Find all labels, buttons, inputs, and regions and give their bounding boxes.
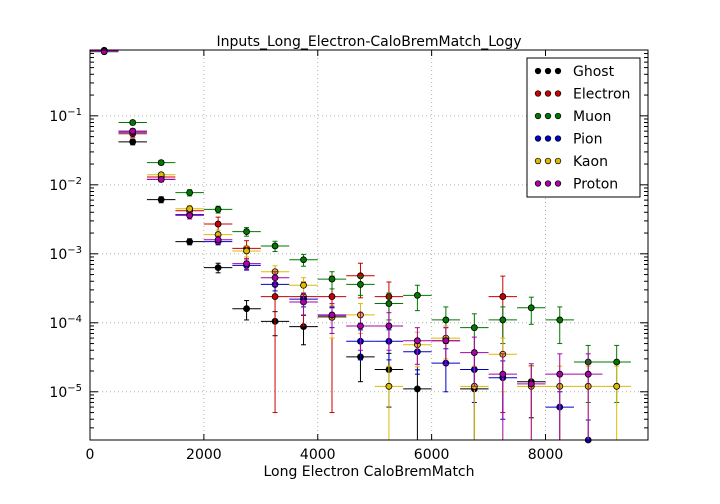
x-tick-label: 4000 xyxy=(300,447,336,463)
legend-marker xyxy=(554,90,562,97)
y-tick-label: 10−1 xyxy=(49,107,82,125)
data-point xyxy=(413,291,421,299)
x-tick-label: 6000 xyxy=(414,447,450,463)
data-point xyxy=(328,275,336,283)
data-series xyxy=(90,46,631,444)
data-point xyxy=(556,316,564,324)
plot-frame xyxy=(89,49,649,441)
data-point xyxy=(271,274,279,282)
legend-box xyxy=(526,57,641,198)
data-point xyxy=(243,247,250,255)
data-point xyxy=(214,264,222,272)
data-point xyxy=(300,298,307,306)
data-point xyxy=(300,256,307,264)
legend-marker xyxy=(534,135,542,142)
data-point xyxy=(100,47,108,55)
data-point xyxy=(129,127,137,135)
data-point xyxy=(442,337,450,345)
chart-title: Inputs_Long_Electron-CaloBremMatch_Logy xyxy=(216,34,521,50)
data-point xyxy=(214,220,222,228)
y-tick-label: 10−4 xyxy=(49,314,82,332)
data-point xyxy=(527,304,535,312)
data-point xyxy=(157,175,165,183)
legend-label: Electron xyxy=(573,87,630,103)
x-tick-label: 2000 xyxy=(186,447,222,463)
data-point xyxy=(300,281,307,289)
data-point xyxy=(186,212,194,219)
data-point xyxy=(328,293,336,300)
y-tick-label: 10−5 xyxy=(49,383,82,401)
data-point xyxy=(129,138,137,146)
data-point xyxy=(613,358,621,366)
data-point xyxy=(271,242,279,250)
data-point xyxy=(271,293,279,300)
x-tick-label: 8000 xyxy=(528,447,564,463)
legend-label: Pion xyxy=(573,132,602,148)
series-proton xyxy=(90,47,603,440)
legend-label: Muon xyxy=(573,109,611,125)
data-point xyxy=(499,370,507,378)
y-tick-label: 10−2 xyxy=(49,176,82,194)
legend: Ghost Electron Muon Pion Kaon Proton xyxy=(526,57,641,198)
legend-marker xyxy=(544,180,552,187)
data-point xyxy=(186,189,194,197)
legend-marker xyxy=(534,180,542,187)
data-point xyxy=(470,324,478,332)
legend-marker xyxy=(544,67,552,75)
axis-ticks: 0 2000 4000 6000 8000 10−1 10−2 10−3 10−4 10−5 xyxy=(49,49,648,463)
legend-marker xyxy=(544,135,552,142)
data-point xyxy=(243,305,250,313)
data-point xyxy=(157,159,165,166)
legend-marker xyxy=(554,112,562,120)
x-axis-label: Long Electron CaloBremMatch xyxy=(263,464,474,480)
legend-marker xyxy=(554,67,562,75)
data-point xyxy=(385,300,393,307)
legend-marker xyxy=(544,157,552,165)
series-muon xyxy=(90,48,631,403)
legend-label: Kaon xyxy=(573,154,608,170)
legend-label: Ghost xyxy=(573,64,615,80)
data-point xyxy=(413,337,421,345)
data-point xyxy=(556,370,564,378)
data-point xyxy=(413,385,421,393)
data-point xyxy=(157,196,165,204)
legend-marker xyxy=(534,90,542,97)
data-point xyxy=(243,228,250,235)
y-tick-label: 10−3 xyxy=(49,245,82,263)
data-point xyxy=(385,382,393,390)
legend-label: Proton xyxy=(573,177,618,193)
data-point xyxy=(357,281,364,288)
legend-marker xyxy=(544,90,552,97)
data-point xyxy=(442,316,450,324)
data-point xyxy=(499,293,507,300)
data-point xyxy=(357,322,364,330)
x-tick-label: 0 xyxy=(86,447,95,463)
data-point xyxy=(186,205,194,213)
legend-marker xyxy=(554,157,562,165)
data-point xyxy=(584,370,592,378)
data-point xyxy=(527,380,535,388)
legend-marker xyxy=(534,67,542,75)
data-point xyxy=(613,382,621,390)
legend-marker xyxy=(554,180,562,187)
data-point xyxy=(214,236,222,244)
legend-marker xyxy=(534,112,542,120)
data-point xyxy=(385,322,393,330)
data-point xyxy=(499,316,507,324)
legend-marker xyxy=(534,157,542,165)
data-point xyxy=(470,349,478,356)
data-point xyxy=(243,260,250,268)
data-point xyxy=(129,119,137,126)
legend-marker xyxy=(544,112,552,120)
data-point xyxy=(214,206,222,213)
legend-marker xyxy=(554,135,562,142)
data-point xyxy=(328,311,336,319)
data-point xyxy=(186,238,194,246)
